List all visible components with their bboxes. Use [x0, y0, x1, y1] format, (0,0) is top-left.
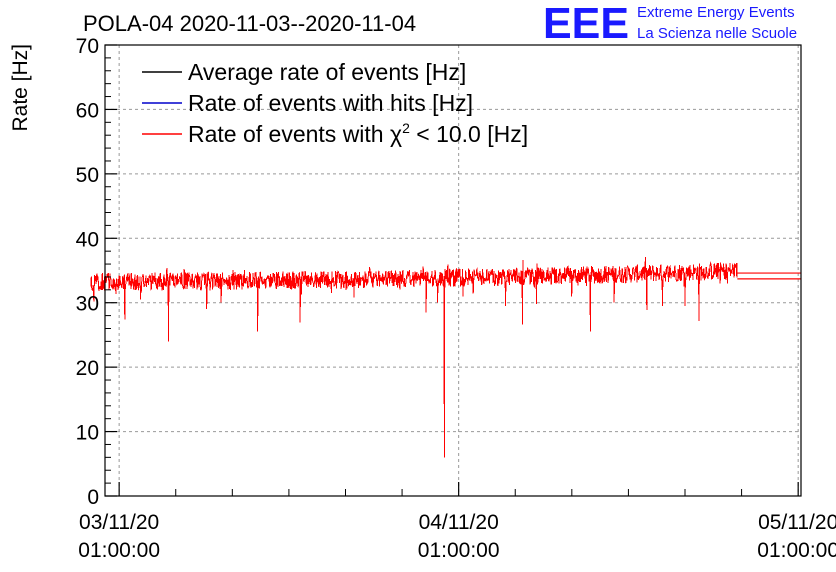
trailing-segments: [737, 272, 801, 280]
y-axis-label: Rate [Hz]: [9, 44, 32, 132]
x-tick-time: 01:00:00: [78, 539, 160, 562]
y-tick-label: 0: [87, 486, 99, 509]
series-chi2-trace: [90, 256, 738, 458]
legend-label-chi2-symbol: χ: [390, 121, 402, 147]
y-tick-label: 40: [76, 228, 99, 251]
logo-line-2: La Scienza nelle Scuole: [637, 25, 797, 42]
logo-letters: EEE: [543, 0, 629, 48]
y-tick-label: 60: [76, 99, 99, 122]
legend-label-chi2-sup: 2: [402, 120, 410, 136]
y-axis: 0 10 20 30 40 50 60 70: [76, 35, 117, 509]
legend-label-chi2: Rate of events with χ2 < 10.0 [Hz]: [188, 120, 528, 147]
x-tick-date: 04/11/20: [419, 511, 499, 534]
legend-label-chi2-prefix: Rate of events with: [188, 121, 390, 147]
logo-line-1: Extreme Energy Events: [637, 4, 795, 21]
x-tick-date: 05/11/20: [758, 511, 836, 534]
y-tick-label: 50: [76, 164, 99, 187]
data-layer: [90, 256, 801, 458]
x-axis: 03/11/20 01:00:00 04/11/20 01:00:00 05/11/20…: [78, 482, 836, 562]
eee-logo: EEE Extreme Energy Events La Scienza nel…: [543, 0, 797, 48]
x-tick-time: 01:00:00: [418, 539, 500, 562]
grid-lines: [105, 45, 801, 496]
legend-label-hits: Rate of events with hits [Hz]: [188, 90, 473, 116]
plot-frame: [104, 44, 802, 497]
x-tick-time: 01:00:00: [757, 539, 836, 562]
legend-label-average: Average rate of events [Hz]: [188, 59, 466, 85]
y-tick-label: 10: [76, 422, 99, 445]
chart-title: POLA-04 2020-11-03--2020-11-04: [83, 11, 416, 36]
y-tick-label: 20: [76, 357, 99, 380]
legend-label-chi2-suffix: < 10.0 [Hz]: [410, 121, 528, 147]
legend: Average rate of events [Hz] Rate of even…: [142, 59, 528, 147]
x-tick-date: 03/11/20: [79, 511, 159, 534]
y-tick-label: 30: [76, 293, 99, 316]
y-tick-label: 70: [76, 35, 99, 58]
